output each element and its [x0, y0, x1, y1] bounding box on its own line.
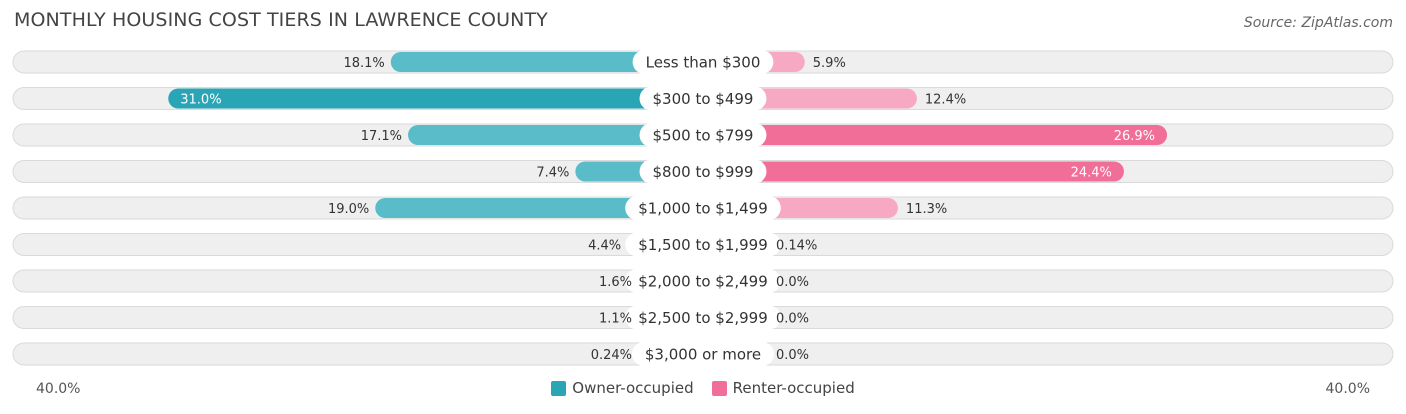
category-label: $2,000 to $2,499	[638, 273, 768, 291]
axis-left-label: 40.0%	[36, 381, 81, 397]
category-pill	[639, 159, 767, 184]
owner-value-label: 17.1%	[361, 129, 402, 144]
renter-value-label: 5.9%	[813, 56, 846, 71]
owner-value-label: 19.0%	[328, 202, 369, 217]
renter-value-label: 0.0%	[776, 275, 809, 290]
axis-right-label: 40.0%	[1325, 381, 1370, 397]
renter-value-label: 24.4%	[1071, 166, 1112, 181]
legend-swatch-owner	[551, 380, 567, 396]
owner-bar	[408, 125, 703, 145]
owner-value-label: 7.4%	[536, 166, 569, 181]
owner-value-label: 31.0%	[180, 93, 221, 108]
category-pill	[631, 342, 775, 366]
legend-item-owner[interactable]: Owner-occupied	[551, 379, 694, 397]
owner-bar	[168, 88, 703, 109]
chart-title: MONTHLY HOUSING COST TIERS IN LAWRENCE C…	[14, 9, 548, 31]
category-label: $2,500 to $2,999	[638, 309, 768, 327]
category-pill	[639, 86, 767, 111]
category-pill	[625, 305, 781, 330]
owner-value-label: 18.1%	[343, 56, 384, 71]
source-label: Source: ZipAtlas.com	[1243, 15, 1393, 31]
owner-value-label: 1.1%	[599, 312, 632, 327]
category-label: $1,500 to $1,999	[638, 236, 768, 254]
category-label: $3,000 or more	[645, 346, 761, 364]
category-pill	[632, 50, 774, 74]
legend-label-renter: Renter-occupied	[732, 379, 855, 397]
category-pill	[625, 269, 781, 293]
legend: Owner-occupied Renter-occupied	[0, 379, 1406, 397]
owner-value-label: 4.4%	[588, 239, 621, 254]
legend-swatch-renter	[711, 380, 727, 396]
renter-value-label: 0.0%	[776, 348, 809, 363]
renter-bar	[703, 125, 1168, 145]
category-label: $300 to $499	[653, 90, 754, 108]
owner-value-label: 0.24%	[591, 348, 632, 363]
renter-bar	[703, 161, 1124, 182]
renter-value-label: 0.0%	[776, 312, 809, 327]
renter-value-label: 12.4%	[925, 93, 966, 108]
category-label: $800 to $999	[653, 163, 754, 181]
legend-item-renter[interactable]: Renter-occupied	[711, 379, 855, 397]
category-label: $500 to $799	[653, 127, 754, 145]
renter-value-label: 26.9%	[1114, 129, 1155, 144]
owner-value-label: 1.6%	[599, 275, 632, 290]
legend-label-owner: Owner-occupied	[572, 379, 694, 397]
category-label: Less than $300	[646, 54, 761, 72]
category-pill	[625, 232, 781, 257]
chart-area: Less than $300 18.1% 5.9% $300 to $499 31.0%…	[12, 50, 1394, 366]
owner-bar	[375, 198, 703, 218]
category-label: $1,000 to $1,499	[638, 200, 768, 218]
owner-bar	[390, 52, 703, 72]
category-pill	[625, 196, 781, 220]
renter-value-label: 0.14%	[776, 239, 817, 254]
renter-value-label: 11.3%	[906, 202, 947, 217]
category-pill	[639, 123, 767, 147]
